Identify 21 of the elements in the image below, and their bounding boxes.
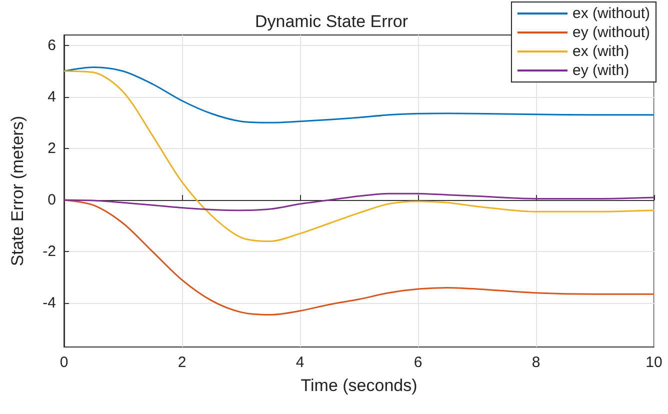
legend-label: ex (with) <box>572 43 630 60</box>
x-tick-label: 6 <box>414 354 422 371</box>
x-tick-label: 4 <box>296 354 304 371</box>
legend-label: ey (without) <box>572 24 650 41</box>
y-tick-label: 0 <box>48 192 56 209</box>
x-axis-title: Time (seconds) <box>300 376 418 395</box>
x-tick-label: 10 <box>646 354 662 371</box>
chart-title: Dynamic State Error <box>255 12 408 31</box>
legend-label: ey (with) <box>572 62 630 79</box>
line-series <box>63 66 655 124</box>
y-tick-label: -4 <box>42 294 56 312</box>
y-tick-label: 4 <box>48 88 56 106</box>
y-tick-label: 6 <box>48 36 56 54</box>
x-tick-label: 2 <box>178 354 186 371</box>
x-tick-label: 8 <box>532 354 540 371</box>
y-axis-title: State Error (meters) <box>8 116 27 266</box>
line-series <box>63 192 655 212</box>
y-tick-label: 2 <box>48 140 56 157</box>
y-tick-label: -2 <box>42 243 56 260</box>
x-tick-label: 0 <box>60 354 68 371</box>
legend-label: ex (without) <box>572 5 650 22</box>
